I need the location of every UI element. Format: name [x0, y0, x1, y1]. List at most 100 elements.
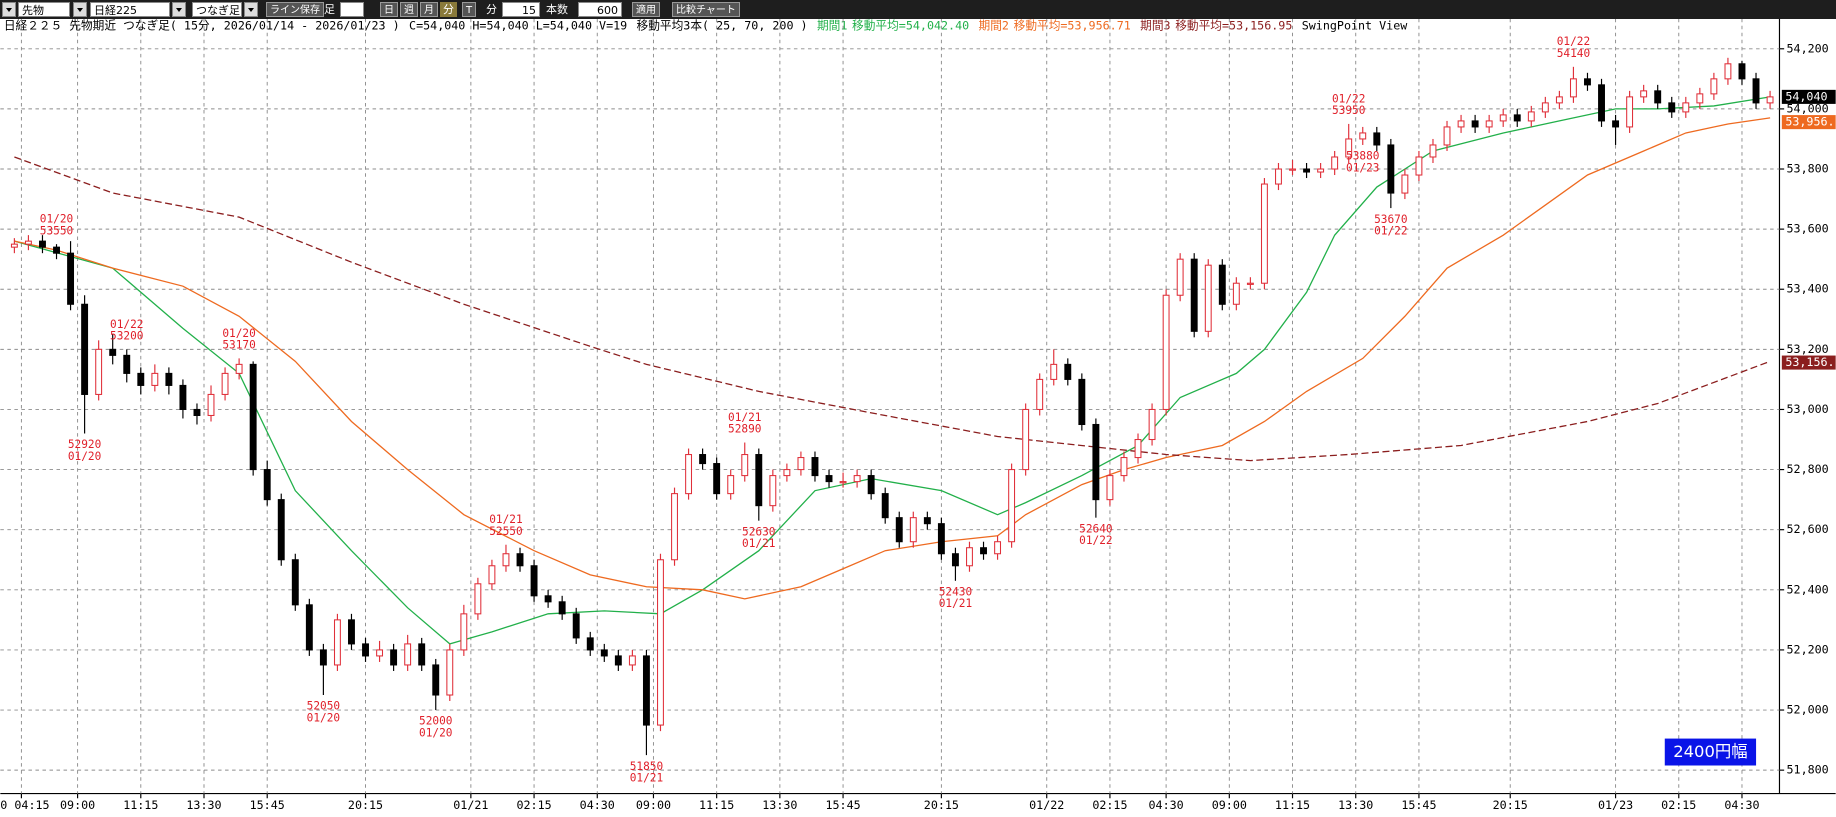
- candle-body: [333, 619, 341, 666]
- candle-body: [1317, 168, 1325, 173]
- candle-body: [460, 613, 468, 651]
- candle-body: [221, 372, 229, 395]
- candle-body: [1387, 144, 1395, 194]
- candle-body: [1359, 132, 1367, 140]
- period-button[interactable]: 週: [400, 2, 418, 17]
- candle-body: [1471, 120, 1479, 128]
- compare-button[interactable]: 比較チャート: [672, 2, 740, 17]
- count-label: 本数: [546, 3, 568, 16]
- annotation-price: 53200: [110, 329, 143, 342]
- x-tick-label: 04:30: [1149, 798, 1184, 812]
- annotation-price: 52890: [728, 423, 761, 436]
- candle-body: [1331, 156, 1339, 170]
- candle-body: [797, 457, 805, 471]
- candle-body: [853, 475, 861, 483]
- candle-body: [741, 454, 749, 477]
- annotation-price: 52430: [939, 585, 972, 598]
- y-tick-label: 53,200: [1787, 342, 1829, 356]
- save-button[interactable]: ライン保存: [266, 2, 324, 17]
- period-button[interactable]: 月: [420, 2, 438, 17]
- candle-body: [95, 348, 103, 395]
- candle-body: [1289, 168, 1296, 171]
- candle-body: [1485, 120, 1493, 128]
- mode-select[interactable]: つなぎ足: [192, 2, 242, 17]
- y-tick-label: 52,600: [1787, 522, 1829, 536]
- symbol-select[interactable]: 日経225: [90, 2, 170, 17]
- candle-body: [1246, 282, 1254, 285]
- y-tick-label: 54,200: [1787, 41, 1829, 55]
- apply-button[interactable]: 適用: [632, 2, 660, 17]
- dropdown-arrow[interactable]: [172, 2, 186, 17]
- candle-body: [1569, 78, 1577, 98]
- count-input[interactable]: 600: [578, 2, 622, 17]
- dropdown-arrow[interactable]: [73, 2, 87, 17]
- candle-body: [642, 655, 650, 726]
- candle-body: [1401, 174, 1409, 194]
- candle-body: [1555, 96, 1563, 104]
- candle-body: [1064, 363, 1072, 380]
- candle-body: [109, 348, 117, 356]
- legend-value: 移動平均=53,956.71: [1014, 18, 1131, 32]
- y-tick-label: 52,400: [1787, 582, 1829, 596]
- annotation-date: 01/20: [222, 327, 255, 340]
- candle-body: [1148, 408, 1156, 441]
- candle-body: [614, 655, 622, 666]
- x-tick-label: 13:30: [762, 798, 797, 812]
- candle-body: [1162, 294, 1170, 410]
- candle-body: [123, 354, 131, 374]
- annotation-price: 53670: [1374, 213, 1407, 226]
- x-tick-label: 13:30: [1338, 798, 1373, 812]
- x-tick-label: 15:45: [1401, 798, 1436, 812]
- candle-body: [895, 517, 903, 543]
- period-button[interactable]: T: [462, 2, 477, 17]
- candle-body: [376, 649, 384, 657]
- annotation-date: 01/22: [110, 318, 143, 331]
- legend-value: 移動平均=54,042.40: [852, 18, 969, 32]
- candle-body: [207, 393, 215, 417]
- candle-body: [1373, 132, 1381, 146]
- x-tick-label: 01/21: [453, 798, 488, 812]
- price-tag-label: 54,040: [1785, 89, 1827, 103]
- candle-body: [671, 493, 678, 561]
- legend-name: 期間3: [1140, 18, 1170, 32]
- y-tick-label: 53,000: [1787, 402, 1829, 416]
- candle-body: [586, 637, 594, 651]
- y-tick-label: 53,600: [1787, 222, 1829, 236]
- x-tick-label: 20:15: [1493, 798, 1528, 812]
- candle-body: [685, 454, 693, 495]
- price-tag: [1781, 89, 1836, 104]
- candle-body: [24, 240, 32, 245]
- candle-body: [544, 595, 552, 603]
- candle-body: [1752, 78, 1760, 104]
- dropdown-arrow[interactable]: [244, 2, 258, 17]
- candle-body: [1654, 90, 1662, 104]
- candle-body: [1513, 114, 1521, 122]
- candle-body: [1232, 282, 1240, 305]
- period-button[interactable]: 日: [380, 2, 398, 17]
- candle-body: [249, 363, 257, 471]
- candle-body: [1710, 78, 1718, 95]
- y-tick-label: 52,000: [1787, 703, 1829, 717]
- interval-input[interactable]: 15: [502, 2, 540, 17]
- candle-body: [755, 454, 763, 507]
- candle-body: [530, 565, 538, 597]
- candle-body: [39, 240, 46, 248]
- bar-input[interactable]: [340, 2, 364, 17]
- annotation-price: 54140: [1557, 47, 1590, 60]
- candle-body: [1204, 264, 1212, 332]
- dropdown-arrow[interactable]: [2, 2, 16, 17]
- market-select[interactable]: 先物: [18, 2, 70, 17]
- period-button[interactable]: 分: [440, 2, 457, 17]
- unit-label: 分: [486, 3, 497, 16]
- candle-body: [628, 655, 636, 666]
- annotation-price: 53880: [1346, 150, 1379, 163]
- candle-body: [699, 454, 707, 465]
- annotation-price: 52920: [68, 438, 101, 451]
- candle-body: [881, 493, 889, 519]
- candle-body: [1345, 138, 1353, 158]
- y-tick-label: 54,000: [1787, 101, 1829, 115]
- candle-body: [277, 499, 285, 561]
- candle-body: [319, 649, 327, 666]
- candle-body: [1766, 96, 1774, 104]
